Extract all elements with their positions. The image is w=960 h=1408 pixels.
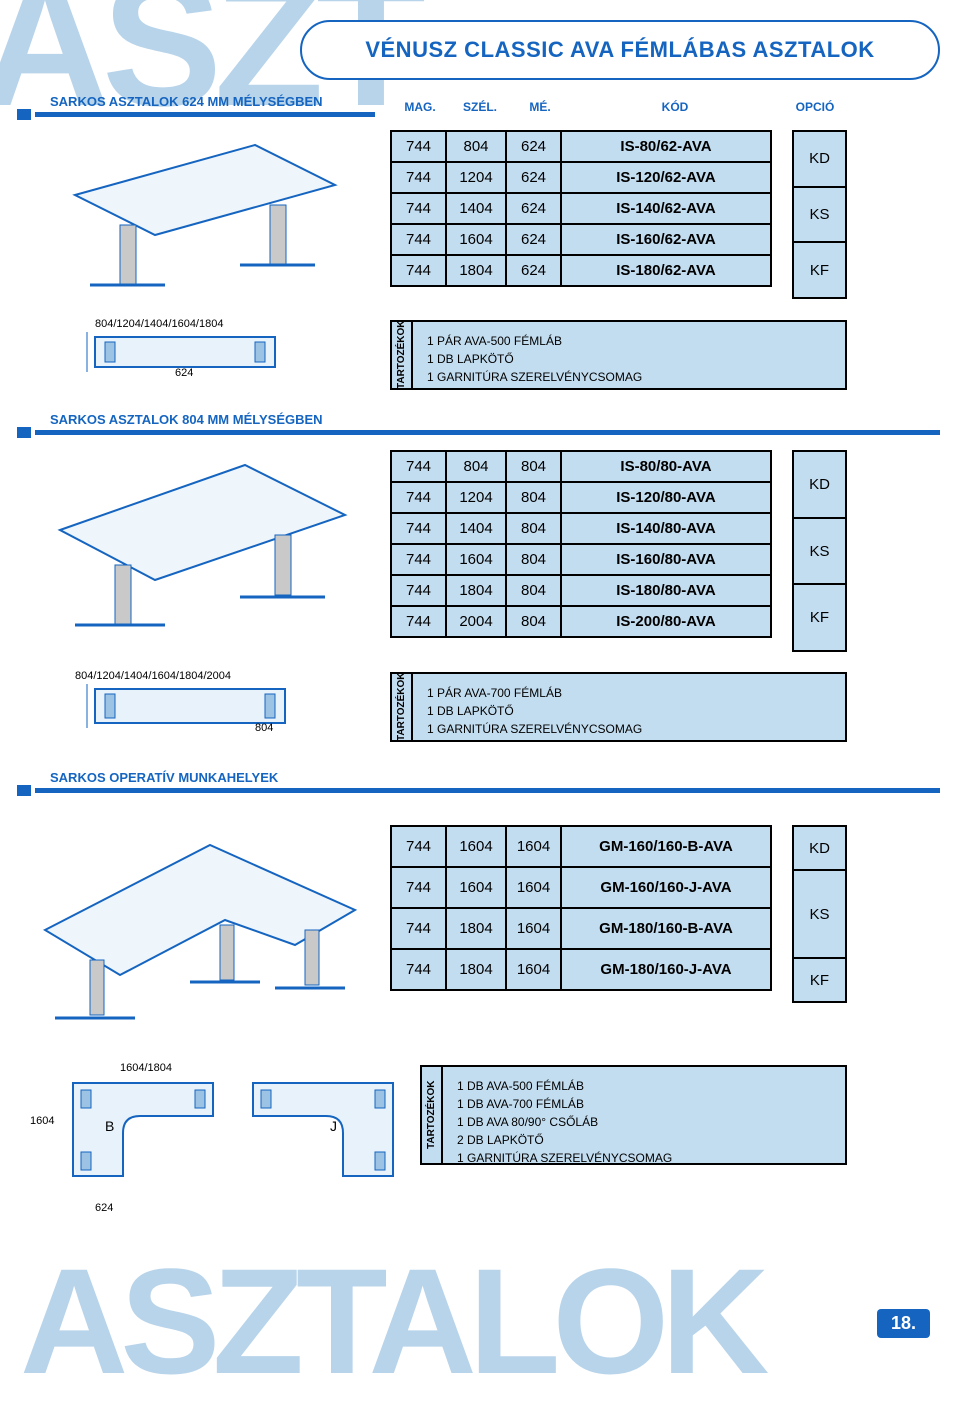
table-row: 74416041604GM-160/160-J-AVA	[391, 867, 771, 908]
opt-ks: KS	[794, 871, 845, 959]
table-row: 74418041604GM-180/160-B-AVA	[391, 908, 771, 949]
section3-shape-b-svg	[65, 1078, 220, 1188]
table-row: 74416041604GM-160/160-B-AVA	[391, 826, 771, 867]
section2-dim-w: 804/1204/1404/1604/1804/2004	[75, 670, 231, 682]
col-szel: SZÉL.	[450, 100, 510, 114]
section2-dim-d: 804	[255, 722, 273, 734]
acc-content: 1 DB AVA-500 FÉMLÁB 1 DB AVA-700 FÉMLÁB …	[443, 1067, 845, 1163]
section2-accessories: TARTOZÉKOK 1 PÁR AVA-700 FÉMLÁB 1 DB LAP…	[390, 672, 847, 742]
section3-rule	[35, 788, 940, 793]
column-headers: MAG. SZÉL. MÉ. KÓD OPCIÓ	[390, 100, 850, 114]
opt-kd: KD	[794, 452, 845, 519]
section3-shape-j-svg	[245, 1078, 400, 1188]
acc-vlabel: TARTOZÉKOK	[392, 674, 413, 740]
table-row: 7441604624IS-160/62-AVA	[391, 224, 771, 255]
section3-shape-b: B	[105, 1118, 114, 1134]
col-kod: KÓD	[570, 100, 780, 114]
opt-kf: KF	[794, 585, 845, 650]
section1-accessories: TARTOZÉKOK 1 PÁR AVA-500 FÉMLÁB 1 DB LAP…	[390, 320, 847, 390]
section3-shape-j: J	[330, 1118, 337, 1134]
table-row: 7441804624IS-180/62-AVA	[391, 255, 771, 286]
page-number: 18.	[877, 1309, 930, 1338]
section1-label: SARKOS ASZTALOK 624 MM MÉLYSÉGBEN	[50, 94, 323, 109]
table-row: 7441204624IS-120/62-AVA	[391, 162, 771, 193]
section3-dim-top: 1604/1804	[120, 1062, 172, 1074]
table-row: 7441804804IS-180/80-AVA	[391, 575, 771, 606]
section3-dim-bot: 624	[95, 1202, 113, 1214]
acc-vlabel: TARTOZÉKOK	[422, 1067, 443, 1163]
table-row: 7441604804IS-160/80-AVA	[391, 544, 771, 575]
table-row: 7441204804IS-120/80-AVA	[391, 482, 771, 513]
table-row: 7441404804IS-140/80-AVA	[391, 513, 771, 544]
opt-kd: KD	[794, 132, 845, 188]
section3-accessories: TARTOZÉKOK 1 DB AVA-500 FÉMLÁB 1 DB AVA-…	[420, 1065, 847, 1165]
col-mag: MAG.	[390, 100, 450, 114]
table-row: 7441404624IS-140/62-AVA	[391, 193, 771, 224]
page-title-box: VÉNUSZ CLASSIC AVA FÉMLÁBAS ASZTALOK	[300, 20, 940, 80]
table-row: 744804624IS-80/62-AVA	[391, 131, 771, 162]
col-opcio: OPCIÓ	[780, 100, 850, 114]
section3-dim-left: 1604	[30, 1115, 54, 1127]
table-row: 744804804IS-80/80-AVA	[391, 451, 771, 482]
opt-kd: KD	[794, 827, 845, 871]
opt-kf: KF	[794, 243, 845, 297]
section1-dim-w: 804/1204/1404/1604/1804	[95, 318, 223, 330]
section3-options: KD KS KF	[792, 825, 847, 1003]
section2-table: 744804804IS-80/80-AVA 7441204804IS-120/8…	[390, 450, 772, 638]
section2-options: KD KS KF	[792, 450, 847, 652]
table-row: 74418041604GM-180/160-J-AVA	[391, 949, 771, 990]
section2-illustration	[45, 455, 355, 635]
section3-table: 74416041604GM-160/160-B-AVA 74416041604G…	[390, 825, 772, 991]
section3-illustration	[35, 830, 365, 1050]
section3-label: SARKOS OPERATÍV MUNKAHELYEK	[50, 770, 278, 785]
section1-dim-d: 624	[175, 367, 193, 379]
opt-ks: KS	[794, 188, 845, 244]
section1-rule	[35, 112, 375, 117]
acc-vlabel: TARTOZÉKOK	[392, 322, 413, 388]
col-me: MÉ.	[510, 100, 570, 114]
acc-content: 1 PÁR AVA-500 FÉMLÁB 1 DB LAPKÖTŐ 1 GARN…	[413, 322, 845, 388]
page-title: VÉNUSZ CLASSIC AVA FÉMLÁBAS ASZTALOK	[365, 37, 874, 63]
section1-options: KD KS KF	[792, 130, 847, 299]
opt-kf: KF	[794, 959, 845, 1001]
bg-text-bottom: ASZTALOK	[20, 1235, 761, 1408]
section2-rule	[35, 430, 940, 435]
section2-label: SARKOS ASZTALOK 804 MM MÉLYSÉGBEN	[50, 412, 323, 427]
opt-ks: KS	[794, 519, 845, 586]
table-row: 7442004804IS-200/80-AVA	[391, 606, 771, 637]
section1-table: 744804624IS-80/62-AVA 7441204624IS-120/6…	[390, 130, 772, 287]
acc-content: 1 PÁR AVA-700 FÉMLÁB 1 DB LAPKÖTŐ 1 GARN…	[413, 674, 845, 740]
section1-illustration	[55, 135, 345, 295]
